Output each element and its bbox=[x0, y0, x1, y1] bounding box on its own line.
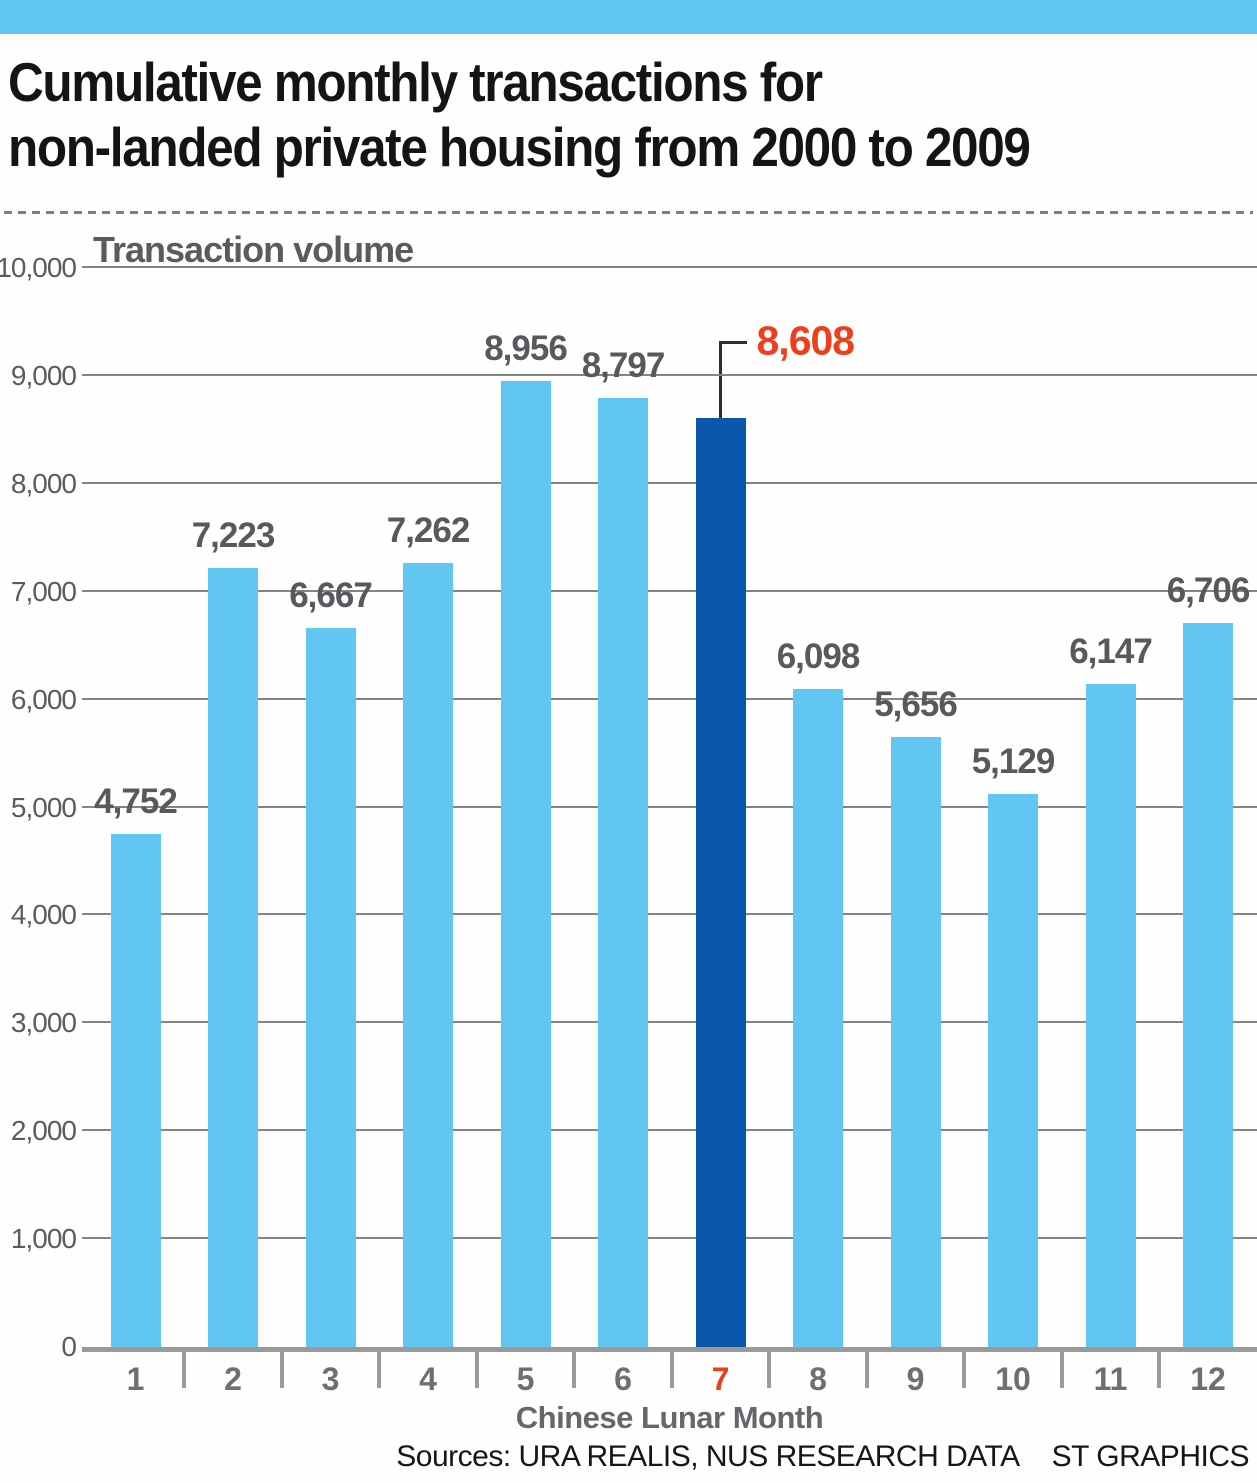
bar bbox=[1183, 623, 1233, 1347]
x-tick-label: 6 bbox=[614, 1361, 632, 1397]
highlight-value-label: 8,608 bbox=[756, 317, 856, 364]
bar-value-label: 7,262 bbox=[386, 511, 471, 551]
x-axis-tick bbox=[864, 1352, 869, 1388]
bar bbox=[695, 418, 746, 1347]
x-axis-tick bbox=[572, 1352, 577, 1388]
source-line: Sources: URA REALIS, NUS RESEARCH DATA ST… bbox=[396, 1440, 1249, 1474]
bar-value-label: 6,706 bbox=[1166, 571, 1251, 611]
y-tick-label: 10,000 bbox=[0, 252, 77, 283]
chart-title-line2: non-landed private housing from 2000 to … bbox=[8, 115, 1031, 178]
gridline bbox=[82, 913, 1257, 916]
bar-value-label: 6,147 bbox=[1069, 631, 1153, 671]
bar-value-label: 8,956 bbox=[484, 328, 568, 368]
bar bbox=[988, 793, 1038, 1347]
bar bbox=[403, 563, 453, 1347]
x-tick-label: 7 bbox=[711, 1361, 730, 1397]
x-tick-label: 11 bbox=[1093, 1361, 1128, 1397]
x-axis-tick bbox=[182, 1352, 187, 1388]
callout-hook bbox=[719, 341, 747, 344]
x-axis-title: Chinese Lunar Month bbox=[515, 1400, 824, 1435]
gridline bbox=[82, 697, 1257, 700]
callout-line bbox=[719, 341, 722, 419]
bar-value-label: 5,656 bbox=[874, 684, 958, 724]
bar-value-label: 6,667 bbox=[289, 575, 373, 615]
x-axis-tick bbox=[1157, 1352, 1162, 1388]
y-axis-title: Transaction volume bbox=[93, 229, 414, 270]
bar-value-label: 4,752 bbox=[94, 782, 178, 822]
gridline bbox=[82, 1129, 1257, 1132]
bar-value-label: 6,098 bbox=[776, 637, 861, 677]
plot-area: 8,608 0 1,000 2,000 3,000 4,000 5,000 6,000 7,0… bbox=[0, 252, 1257, 1397]
gridline bbox=[82, 1021, 1257, 1024]
x-tick-label: 3 bbox=[321, 1361, 340, 1397]
header-accent-bar bbox=[0, 0, 1257, 34]
bar-value-label: 5,129 bbox=[971, 741, 1056, 781]
x-axis-tick bbox=[279, 1352, 284, 1388]
bar bbox=[208, 567, 258, 1347]
x-axis-tick bbox=[474, 1352, 479, 1388]
bar bbox=[1085, 683, 1136, 1347]
bar-value-label: 7,223 bbox=[191, 515, 276, 555]
x-axis-tick bbox=[1059, 1352, 1064, 1388]
x-tick-label: 2 bbox=[224, 1361, 242, 1397]
bar bbox=[305, 627, 356, 1347]
gridline bbox=[82, 1237, 1257, 1240]
bar bbox=[500, 380, 551, 1347]
x-axis-tick bbox=[767, 1352, 772, 1388]
x-tick-label: 1 bbox=[126, 1361, 145, 1397]
bar bbox=[793, 689, 843, 1347]
x-tick-label: 12 bbox=[1190, 1361, 1226, 1397]
bar bbox=[890, 736, 941, 1347]
gridline bbox=[82, 589, 1257, 592]
y-tick-label: 9,000 bbox=[10, 359, 77, 391]
x-tick-label: 8 bbox=[809, 1361, 827, 1397]
y-tick-label: 6,000 bbox=[10, 683, 77, 715]
x-tick-label: 4 bbox=[419, 1361, 437, 1397]
x-tick-label: 5 bbox=[516, 1361, 535, 1397]
sources-text: Sources: URA REALIS, NUS RESEARCH DATA bbox=[396, 1440, 1020, 1473]
y-tick-label: 5,000 bbox=[10, 791, 77, 823]
bar bbox=[598, 397, 648, 1347]
y-tick-label: 4,000 bbox=[10, 899, 77, 931]
y-tick-label: 7,000 bbox=[10, 575, 77, 607]
x-tick-label: 10 bbox=[995, 1361, 1031, 1397]
x-tick-label: 9 bbox=[906, 1361, 925, 1397]
gridline bbox=[82, 805, 1257, 808]
dashed-divider bbox=[4, 211, 1253, 214]
y-tick-label: 0 bbox=[61, 1331, 77, 1362]
bar bbox=[110, 834, 161, 1347]
y-tick-label: 3,000 bbox=[10, 1007, 77, 1039]
chart-title: Cumulative monthly transactions for non-… bbox=[8, 50, 1214, 180]
gridline bbox=[82, 373, 1257, 376]
y-tick-label: 1,000 bbox=[10, 1223, 77, 1255]
gridline bbox=[82, 266, 1257, 268]
x-axis-tick bbox=[669, 1352, 674, 1388]
x-axis-tick bbox=[962, 1352, 967, 1388]
y-tick-label: 8,000 bbox=[10, 467, 77, 499]
credit-text: ST GRAPHICS bbox=[1051, 1440, 1250, 1473]
y-tick-label: 2,000 bbox=[10, 1115, 77, 1147]
bar-value-label: 8,797 bbox=[581, 345, 666, 385]
gridline bbox=[82, 481, 1257, 484]
chart-title-line1: Cumulative monthly transactions for bbox=[8, 51, 823, 113]
x-axis-tick bbox=[377, 1352, 382, 1388]
